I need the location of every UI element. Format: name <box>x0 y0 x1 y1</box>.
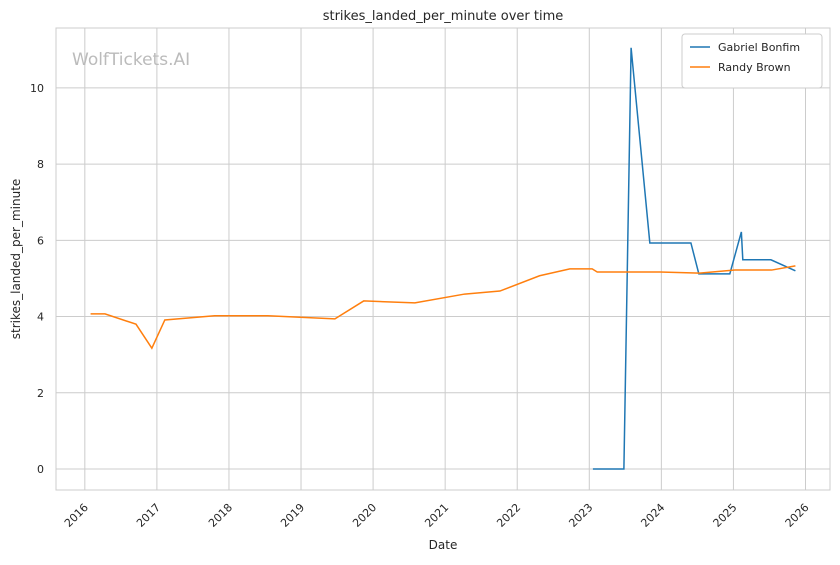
x-tick-label: 2021 <box>422 501 451 530</box>
y-tick-label: 2 <box>37 387 44 400</box>
data-line <box>592 47 796 470</box>
watermark: WolfTickets.AI <box>72 50 190 70</box>
y-tick-label: 10 <box>30 82 44 95</box>
x-tick-label: 2017 <box>134 501 163 530</box>
x-axis-label: Date <box>429 538 458 552</box>
x-tick-label: 2023 <box>566 501 595 530</box>
y-axis-label: strikes_landed_per_minute <box>9 179 23 340</box>
legend-label: Randy Brown <box>718 61 791 74</box>
x-tick-label: 2016 <box>62 501 91 530</box>
x-tick-label: 2020 <box>350 501 379 530</box>
x-tick-label: 2026 <box>783 501 812 530</box>
chart-title: strikes_landed_per_minute over time <box>323 9 564 24</box>
x-tick-label: 2024 <box>638 501 667 530</box>
x-tick-label: 2018 <box>206 501 235 530</box>
y-tick-label: 8 <box>37 158 44 171</box>
data-line <box>90 265 796 350</box>
x-tick-label: 2019 <box>278 501 307 530</box>
legend: Gabriel Bonfim Randy Brown <box>681 33 823 89</box>
legend-box <box>681 33 823 89</box>
x-tick-label: 2025 <box>711 501 740 530</box>
x-tick-label: 2022 <box>494 501 523 530</box>
legend-label: Gabriel Bonfim <box>718 41 800 54</box>
y-tick-label: 4 <box>37 311 44 324</box>
plot-frame <box>55 27 831 491</box>
y-tick-label: 0 <box>37 463 44 476</box>
y-tick-label: 6 <box>37 234 44 247</box>
